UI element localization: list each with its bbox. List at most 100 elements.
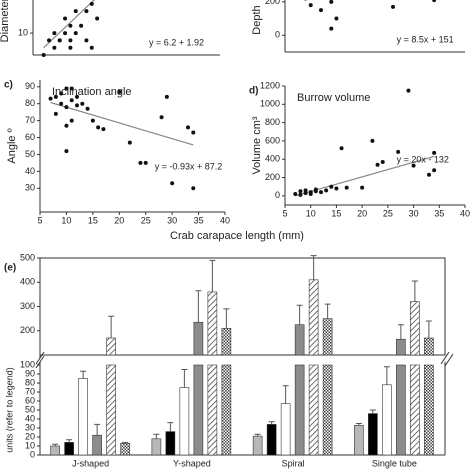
point — [138, 160, 143, 165]
y-tick-label: 40 — [25, 166, 35, 176]
point — [370, 138, 375, 143]
y-tick-label: 60 — [25, 132, 35, 142]
point — [319, 190, 323, 195]
y-tick-label: 500 — [20, 252, 35, 262]
panel-title: Burrow volume — [297, 92, 370, 104]
y-tick-label: 100 — [20, 359, 35, 369]
point — [47, 38, 52, 43]
y-tick-label: 400 — [20, 277, 35, 287]
point — [344, 185, 349, 190]
error-bar — [383, 366, 390, 385]
bar — [396, 338, 406, 356]
x-tick-label: 15 — [331, 208, 341, 218]
y-tick-label: 60 — [25, 395, 35, 405]
bar — [221, 364, 232, 456]
error-bar — [254, 433, 261, 437]
point — [303, 191, 308, 196]
point — [68, 38, 73, 43]
x-tick-label: 40 — [220, 215, 230, 225]
point — [75, 103, 79, 108]
point — [143, 160, 148, 165]
point — [339, 146, 344, 151]
point — [53, 111, 58, 116]
y-tick-label: 20 — [25, 431, 35, 441]
point — [432, 150, 437, 155]
error-bar — [181, 369, 188, 388]
x-tick-label: 30 — [409, 208, 419, 218]
point — [84, 9, 89, 14]
bar — [92, 434, 102, 456]
point — [391, 4, 395, 9]
x-tick-label: 20 — [357, 208, 367, 218]
y-tick-label: 80 — [25, 377, 35, 387]
x-tick-label: J-shaped — [72, 458, 109, 468]
point — [329, 184, 334, 189]
y-tick-label: 80 — [25, 98, 35, 108]
y-tick-label: 40 — [25, 413, 35, 423]
bar — [151, 438, 162, 456]
point — [59, 101, 64, 106]
x-tick-label: 35 — [194, 215, 204, 225]
point — [293, 192, 298, 197]
point — [64, 149, 69, 154]
error-bar — [153, 433, 160, 439]
y-tick-label: 15 — [18, 0, 28, 1]
y-tick-label: 10 — [25, 440, 35, 450]
error-bar — [310, 255, 317, 280]
y-tick-label: 300 — [20, 301, 35, 311]
point — [69, 86, 74, 91]
bar — [64, 442, 74, 456]
x-tick-label: 20 — [114, 215, 124, 225]
point — [73, 31, 78, 36]
point — [64, 123, 69, 128]
y-tick-label: 0 — [275, 30, 280, 40]
y-tick-label: 50 — [25, 149, 35, 159]
point — [85, 106, 90, 111]
frame — [39, 257, 446, 356]
point — [396, 149, 401, 154]
y-tick-label: 1200 — [260, 80, 280, 90]
x-tick-label: 25 — [383, 208, 393, 218]
point — [191, 186, 196, 191]
point — [63, 31, 68, 36]
bar — [207, 291, 218, 356]
bar — [106, 364, 116, 456]
bar — [294, 364, 305, 456]
point — [313, 187, 318, 192]
point — [360, 185, 365, 190]
error-bar — [66, 439, 73, 443]
x-axis-label: Crab carapace length (mm) — [170, 230, 304, 242]
x-tick-label: 15 — [88, 215, 98, 225]
x-tick-label: 35 — [434, 208, 444, 218]
equation: y = 20x - 132 — [397, 154, 449, 164]
point — [73, 9, 78, 14]
bar — [193, 321, 204, 356]
point — [380, 159, 385, 164]
point — [53, 94, 58, 99]
y-tick-label: 90 — [25, 368, 35, 378]
y-tick-label: 50 — [25, 404, 35, 414]
point — [298, 189, 303, 194]
panel-title: Inclination angle — [52, 86, 132, 98]
bar — [207, 364, 218, 456]
error-bar — [223, 308, 230, 329]
x-tick-label: 10 — [306, 208, 316, 218]
point — [79, 23, 84, 28]
error-bar — [122, 441, 129, 444]
bar — [294, 324, 305, 356]
error-bar — [369, 409, 376, 414]
point — [69, 118, 74, 123]
y-axis-label: Depth — [251, 5, 263, 34]
bar — [424, 364, 434, 456]
point — [191, 130, 196, 135]
bar — [120, 442, 130, 456]
point — [432, 168, 437, 173]
bar — [280, 403, 291, 456]
point — [159, 115, 164, 120]
panel-label: (e) — [4, 263, 16, 274]
point — [64, 86, 69, 91]
y-tick-label: 0 — [275, 190, 280, 200]
x-tick-label: 5 — [37, 215, 42, 225]
y-tick-label: 1000 — [260, 99, 280, 109]
bar — [368, 413, 378, 456]
